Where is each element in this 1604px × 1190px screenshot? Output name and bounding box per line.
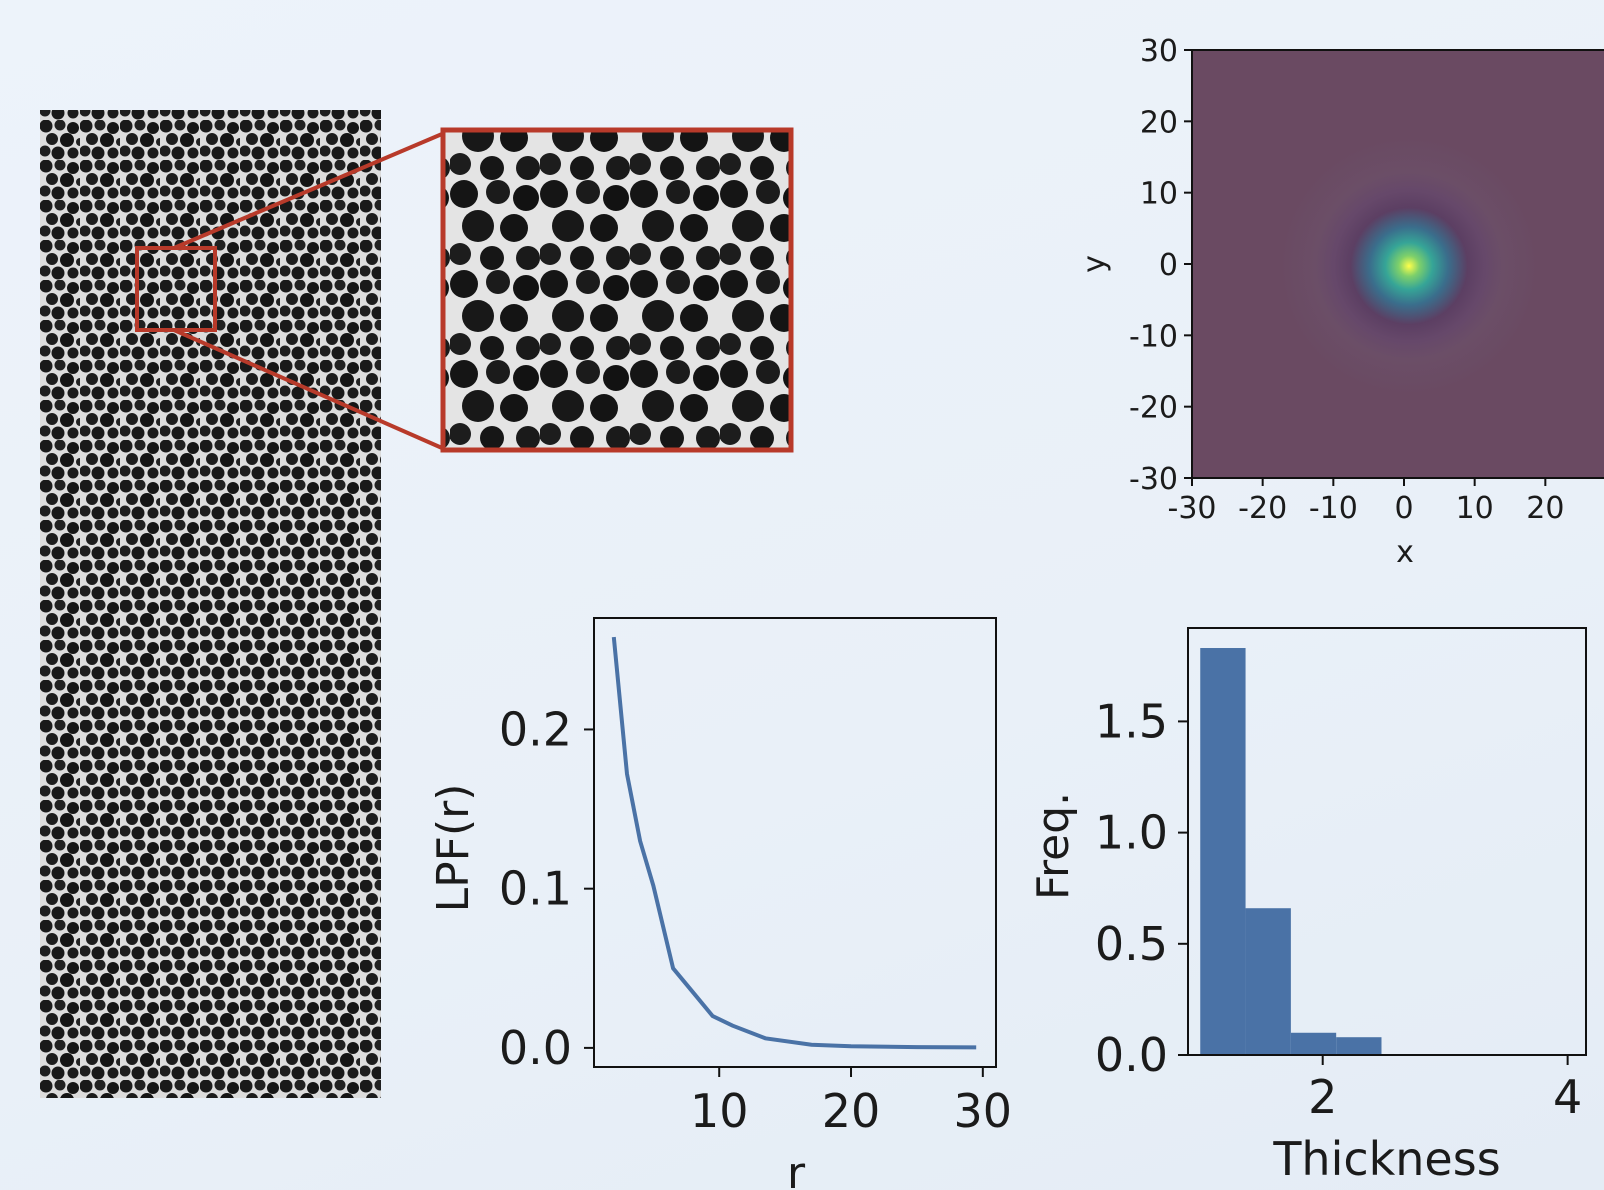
line-x-tick-label: 20	[822, 1084, 881, 1138]
heatmap-panel: -30 -20 -10 0 10 20 30 20 10 0 -10 -20 -30 x y	[1077, 34, 1604, 570]
micrograph-image	[40, 110, 381, 1098]
line-y-tick-label: 0.0	[499, 1021, 572, 1075]
histogram-panel: 2 4 0.0 0.5 1.0 1.5 Thickness Freq.	[1028, 627, 1587, 1186]
heatmap-x-tick-label: -20	[1238, 491, 1287, 526]
histogram-x-tick-label: 2	[1308, 1070, 1337, 1124]
histogram-bar	[1245, 908, 1291, 1055]
heatmap-x-label: x	[1396, 535, 1414, 570]
heatmap-x-tick-label: 10	[1456, 491, 1494, 526]
heatmap-y-tick-label: -30	[1129, 462, 1178, 497]
histogram-plot-frame	[1187, 627, 1587, 1056]
heatmap-peak-pattern	[1279, 136, 1539, 396]
heatmap-y-tick-label: -20	[1129, 391, 1178, 426]
histogram-y-label: Freq.	[1028, 792, 1079, 900]
heatmap-y-tick-label: -10	[1129, 319, 1178, 354]
lpf-series-line	[611, 636, 977, 1050]
histogram-bar	[1290, 1032, 1337, 1055]
heatmap-y-tick-label: 20	[1140, 105, 1178, 140]
line-y-tick-label: 0.1	[499, 862, 572, 916]
histogram-y-tick-label: 0.0	[1095, 1028, 1168, 1082]
line-x-tick-label: 30	[954, 1084, 1013, 1138]
heatmap-y-label: y	[1077, 255, 1112, 273]
histogram-x-label: Thickness	[1272, 1132, 1500, 1186]
line-y-tick-label: 0.2	[499, 702, 572, 756]
micrograph-panel	[40, 110, 794, 1098]
line-x-tick-label: 10	[690, 1084, 749, 1138]
histogram-y-tick-label: 1.5	[1095, 694, 1168, 748]
heatmap-x-tick-label: 0	[1394, 491, 1413, 526]
zoom-inset-frame	[440, 127, 794, 453]
histogram-bar	[1200, 648, 1246, 1055]
heatmap-x-tick-label: -30	[1168, 491, 1217, 526]
histogram-x-tick-label: 4	[1553, 1070, 1582, 1124]
line-x-label: r	[787, 1148, 806, 1190]
zoom-connector-bottom	[173, 328, 443, 450]
histogram-bar	[1336, 1037, 1382, 1055]
line-y-label: LPF(r)	[428, 784, 479, 913]
heatmap-y-tick-label: 0	[1159, 248, 1178, 283]
zoom-connector-top	[173, 132, 443, 250]
heatmap-x-tick-label: -10	[1309, 491, 1358, 526]
heatmap-y-tick-label: 10	[1140, 177, 1178, 212]
histogram-y-tick-label: 0.5	[1095, 917, 1168, 971]
histogram-y-tick-label: 1.0	[1095, 806, 1168, 860]
line-chart-panel: 10 20 30 0.0 0.1 0.2 r LPF(r)	[428, 617, 1013, 1190]
zoom-inset-image	[443, 130, 791, 450]
heatmap-y-tick-label: 30	[1140, 34, 1178, 69]
heatmap-x-tick-label: 20	[1526, 491, 1564, 526]
line-plot-frame	[593, 617, 997, 1068]
